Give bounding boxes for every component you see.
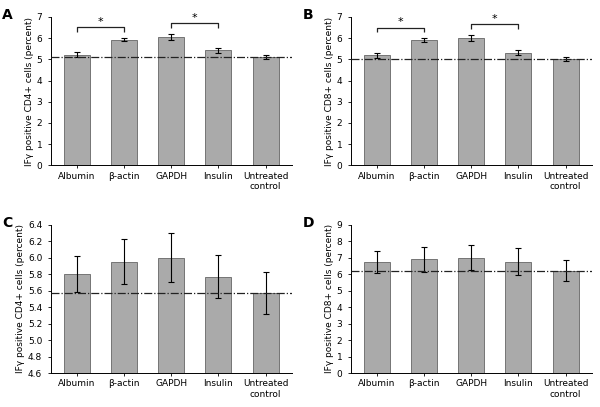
Bar bbox=[411, 40, 437, 165]
Bar bbox=[64, 55, 89, 165]
Bar bbox=[205, 50, 232, 165]
Bar bbox=[158, 258, 184, 407]
Bar bbox=[458, 38, 484, 165]
Y-axis label: IFγ positive CD8+ cells (percent): IFγ positive CD8+ cells (percent) bbox=[325, 17, 334, 166]
Text: *: * bbox=[492, 13, 497, 24]
Bar bbox=[253, 57, 278, 165]
Bar bbox=[364, 55, 389, 165]
Bar bbox=[253, 293, 278, 407]
Text: *: * bbox=[97, 17, 103, 26]
Bar bbox=[411, 259, 437, 373]
Bar bbox=[205, 276, 232, 407]
Y-axis label: IFγ positive CD8+ cells (percent): IFγ positive CD8+ cells (percent) bbox=[325, 224, 334, 373]
Y-axis label: IFγ positive CD4+ cells (percent): IFγ positive CD4+ cells (percent) bbox=[25, 17, 34, 166]
Bar bbox=[64, 274, 89, 407]
Bar bbox=[505, 262, 532, 373]
Bar bbox=[553, 59, 578, 165]
Bar bbox=[505, 53, 532, 165]
Text: B: B bbox=[302, 8, 313, 22]
Bar bbox=[111, 39, 137, 165]
Bar bbox=[364, 262, 389, 373]
Bar bbox=[158, 37, 184, 165]
Bar bbox=[111, 262, 137, 407]
Text: D: D bbox=[302, 216, 314, 230]
Bar bbox=[553, 271, 578, 373]
Text: *: * bbox=[192, 13, 197, 22]
Text: *: * bbox=[397, 17, 403, 27]
Text: C: C bbox=[2, 216, 13, 230]
Bar bbox=[458, 258, 484, 373]
Y-axis label: IFγ positive CD4+ cells (percent): IFγ positive CD4+ cells (percent) bbox=[16, 224, 25, 373]
Text: A: A bbox=[2, 8, 13, 22]
